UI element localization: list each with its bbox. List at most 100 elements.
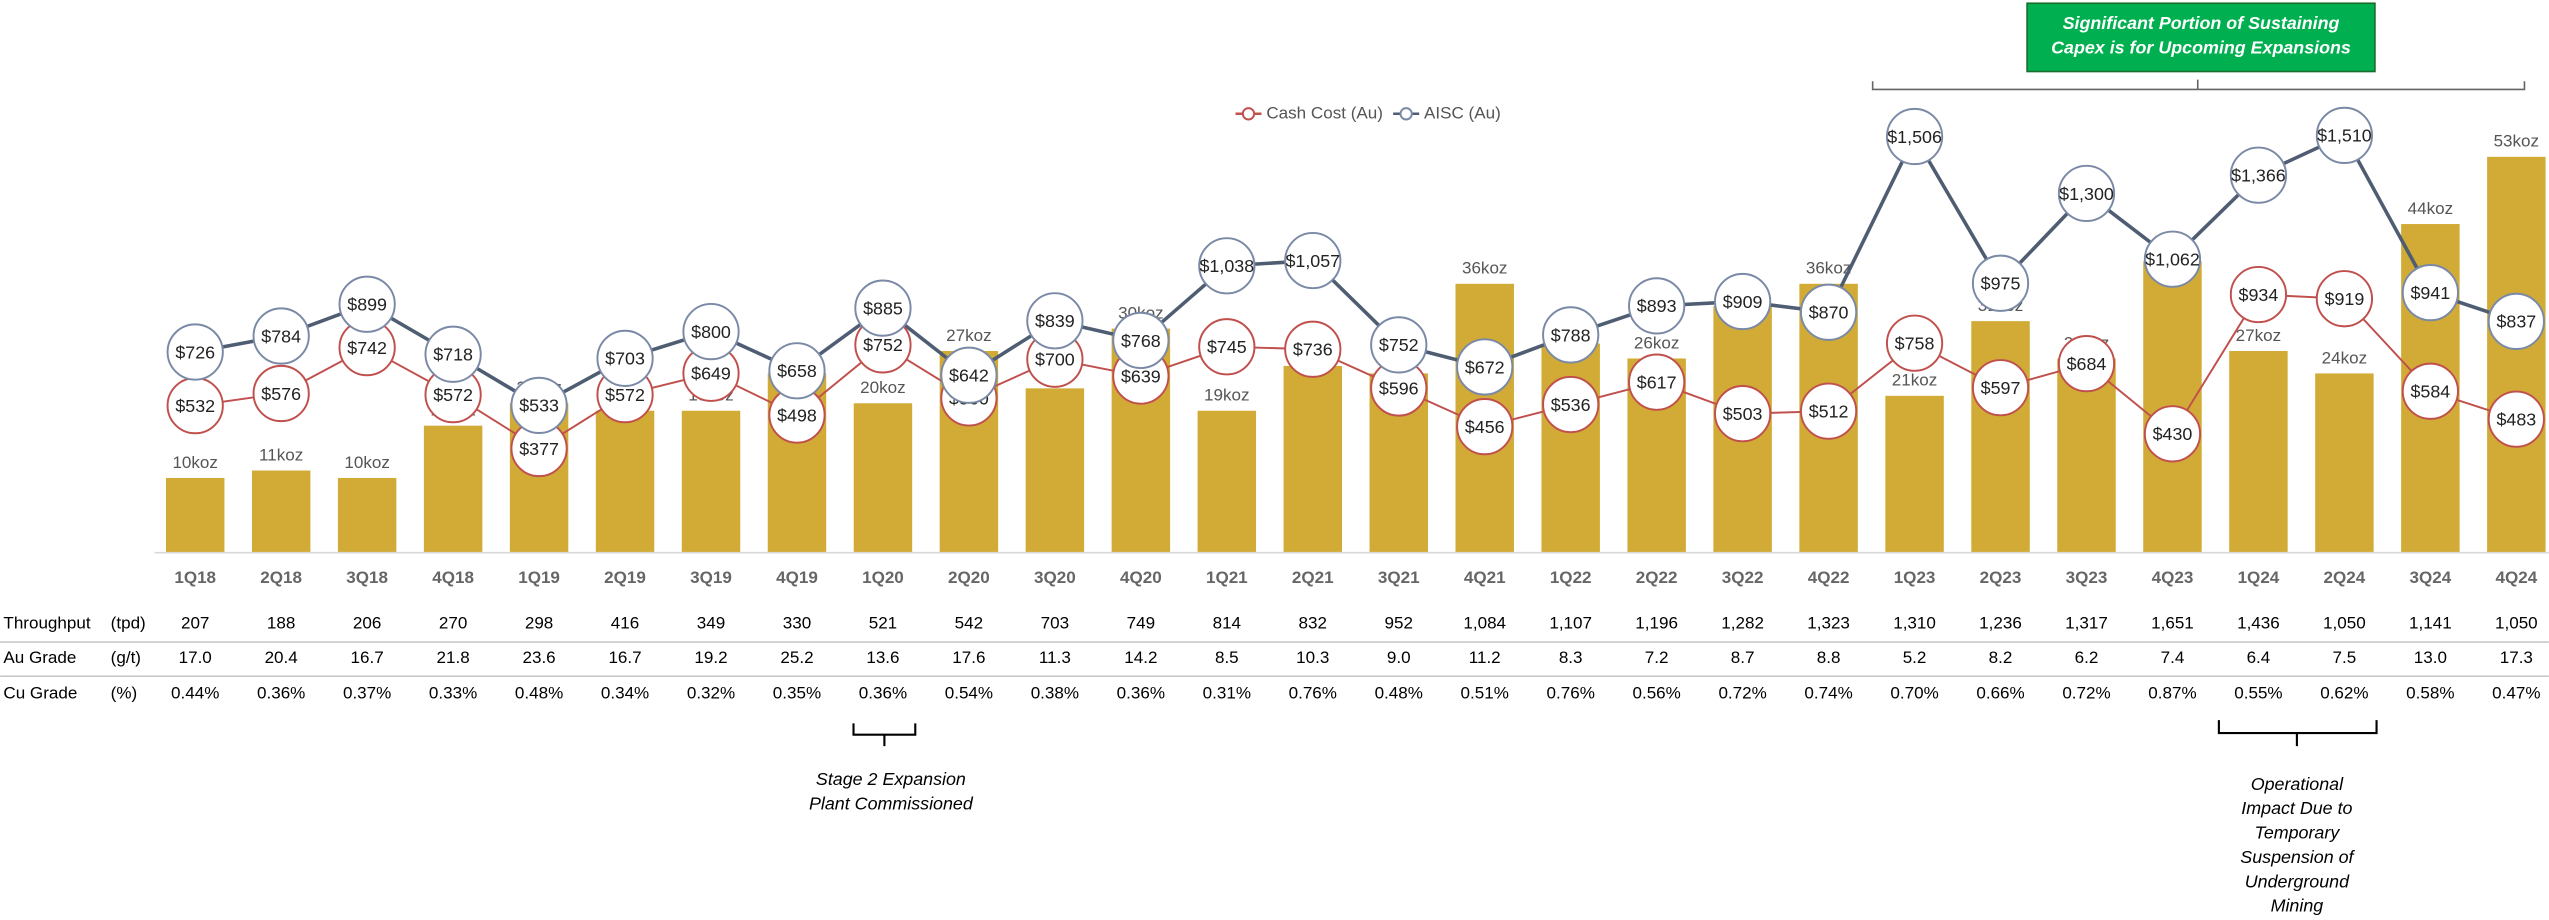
point bbox=[1885, 107, 1944, 166]
table-cell: 0.47% bbox=[2492, 684, 2540, 703]
table-cell: 16.7 bbox=[608, 648, 641, 667]
point bbox=[252, 364, 310, 423]
point bbox=[510, 376, 568, 434]
table-cell: 542 bbox=[955, 614, 983, 633]
point-label: $617 bbox=[1637, 373, 1677, 393]
table-cell: 521 bbox=[869, 614, 897, 633]
row-label: Au Grade bbox=[3, 648, 76, 667]
table-cell: 1,317 bbox=[2065, 614, 2108, 633]
bar-label: 27koz bbox=[2236, 326, 2282, 345]
table-cell: 1,236 bbox=[1979, 614, 2022, 633]
table-cell: 19.2 bbox=[694, 648, 727, 667]
table-cell: 14.2 bbox=[1124, 648, 1157, 667]
table-cell: 0.87% bbox=[2148, 684, 2196, 703]
point-label: $649 bbox=[691, 364, 731, 384]
point-label: $512 bbox=[1809, 402, 1849, 422]
point-label: $1,300 bbox=[2059, 184, 2114, 204]
x-tick-label: 1Q19 bbox=[518, 568, 560, 587]
point-label: $885 bbox=[863, 298, 903, 318]
bar bbox=[1541, 343, 1600, 553]
point-label: $597 bbox=[1981, 378, 2021, 398]
point-label: $1,062 bbox=[2145, 250, 2200, 270]
annotation: Suspension of bbox=[2240, 847, 2355, 867]
table-cell: 1,436 bbox=[2237, 614, 2280, 633]
bar bbox=[1885, 395, 1944, 553]
table-cell: 17.3 bbox=[2500, 648, 2533, 667]
table-cell: 0.36% bbox=[859, 684, 907, 703]
table-cell: 0.72% bbox=[2062, 684, 2110, 703]
annotation: Capex is for Upcoming Expansions bbox=[2051, 37, 2351, 57]
table-cell: 8.7 bbox=[1731, 648, 1755, 667]
point bbox=[2487, 390, 2545, 448]
point bbox=[1284, 231, 1342, 290]
point bbox=[2401, 264, 2459, 322]
point-label: $430 bbox=[2153, 424, 2193, 444]
x-tick-label: 2Q23 bbox=[1980, 568, 2022, 587]
bar bbox=[165, 477, 225, 553]
x-tick-label: 2Q21 bbox=[1292, 568, 1334, 587]
x-tick-label: 2Q22 bbox=[1636, 568, 1678, 587]
point bbox=[1799, 283, 1858, 341]
line bbox=[194, 132, 2517, 408]
bar bbox=[853, 403, 913, 553]
bar-label: 24koz bbox=[2322, 348, 2368, 367]
bar bbox=[1197, 410, 1257, 553]
table-cell: 1,050 bbox=[2323, 614, 2366, 633]
table-cell: 814 bbox=[1213, 614, 1241, 633]
bar-label: 11koz bbox=[259, 445, 303, 464]
point bbox=[768, 342, 826, 400]
annotation: Temporary bbox=[2255, 823, 2341, 843]
table-cell: 298 bbox=[525, 614, 553, 633]
x-tick-label: 4Q21 bbox=[1464, 568, 1506, 587]
x-tick-label: 2Q20 bbox=[948, 568, 990, 587]
x-tick-label: 4Q19 bbox=[776, 568, 818, 587]
bar bbox=[1283, 365, 1343, 553]
point-label: $839 bbox=[1035, 311, 1075, 331]
bar-label: 19koz bbox=[1204, 386, 1249, 405]
point-label: $456 bbox=[1465, 417, 1505, 437]
point bbox=[2229, 265, 2288, 324]
x-tick-label: 3Q18 bbox=[346, 568, 388, 587]
point-label: $483 bbox=[2496, 410, 2536, 430]
x-tick-label: 4Q23 bbox=[2152, 568, 2194, 587]
callout-box bbox=[2026, 2, 2376, 73]
x-tick-label: 1Q22 bbox=[1550, 568, 1592, 587]
bracket bbox=[852, 723, 917, 747]
annotation: Stage 2 Expansion bbox=[816, 769, 966, 789]
point bbox=[1542, 306, 1600, 364]
table-cell: 206 bbox=[353, 614, 381, 633]
point bbox=[1971, 254, 2030, 312]
point bbox=[1542, 375, 1600, 434]
x-tick-label: 4Q22 bbox=[1808, 568, 1850, 587]
point bbox=[2229, 146, 2288, 204]
bar-label: 21koz bbox=[1892, 371, 1938, 390]
row-label: Cu Grade bbox=[3, 684, 77, 703]
table-cell: 0.51% bbox=[1461, 684, 1509, 703]
point-label: $1,057 bbox=[1285, 251, 1340, 271]
point-label: $572 bbox=[433, 385, 473, 405]
point-label: $700 bbox=[1035, 350, 1075, 370]
table-cell: 0.62% bbox=[2320, 684, 2368, 703]
table-cell: 20.4 bbox=[265, 648, 298, 667]
table-cell: 0.44% bbox=[171, 684, 219, 703]
point-label: $718 bbox=[433, 345, 473, 365]
point bbox=[1628, 277, 1686, 335]
point-label: $919 bbox=[2325, 289, 2365, 309]
point bbox=[1456, 398, 1514, 456]
point-label: $672 bbox=[1465, 357, 1505, 377]
table-cell: 0.48% bbox=[515, 684, 563, 703]
row-unit: (%) bbox=[111, 684, 138, 703]
table-cell: 9.0 bbox=[1387, 648, 1411, 667]
point-label: $503 bbox=[1723, 404, 1763, 424]
bar bbox=[337, 477, 397, 553]
point-label: $909 bbox=[1723, 292, 1763, 312]
table-cell: 7.2 bbox=[1645, 648, 1669, 667]
table-cell: 0.48% bbox=[1375, 684, 1423, 703]
table-cell: 1,310 bbox=[1893, 614, 1936, 633]
bar bbox=[2315, 373, 2374, 553]
table-cell: 1,651 bbox=[2151, 614, 2194, 633]
table-cell: 330 bbox=[783, 614, 811, 633]
table-cell: 17.6 bbox=[952, 648, 985, 667]
point bbox=[1198, 237, 1256, 295]
